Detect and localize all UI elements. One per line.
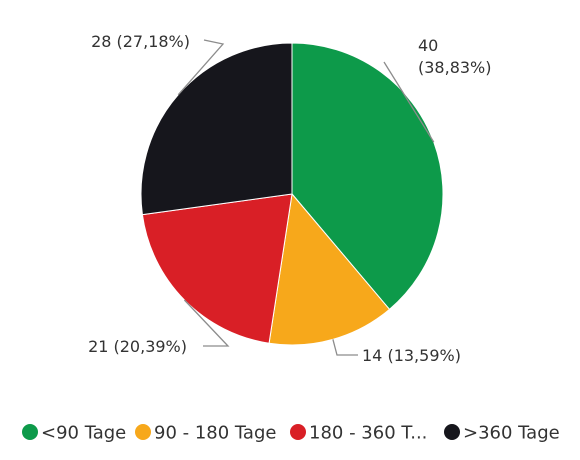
connector-180-360-tage [183, 299, 230, 347]
legend[interactable]: <90 Tage 90 - 180 Tage 180 - 360 T... >360 … [22, 423, 560, 444]
legend-label-90-tage: <90 Tage [41, 423, 126, 444]
pie-slice-360-tage[interactable] [140, 42, 293, 216]
pie-slice-90-tage[interactable] [291, 42, 444, 311]
legend-marker-90-tage [22, 424, 38, 440]
data-label-360-tage: 28 (27,18%) [91, 32, 190, 51]
legend-item-90-180-tage[interactable]: 90 - 180 Tage [135, 423, 276, 444]
legend-label-180-360-tage: 180 - 360 T... [309, 423, 427, 444]
legend-item-180-360-tage[interactable]: 180 - 360 T... [290, 423, 427, 444]
legend-item-360-tage[interactable]: >360 Tage [444, 423, 560, 444]
connector-360-tage [177, 39, 225, 96]
pie-slice-90-180-tage[interactable] [268, 192, 391, 346]
data-label-90-tage: (38,83%) [418, 58, 492, 77]
legend-marker-90-180-tage [135, 424, 151, 440]
legend-marker-360-tage [444, 424, 460, 440]
label-connectors [177, 39, 435, 356]
connector-90-tage [383, 61, 435, 143]
legend-marker-180-360-tage [290, 424, 306, 440]
connector-90-180-tage [332, 339, 358, 356]
data-label-90-tage: 40 [418, 36, 438, 55]
legend-label-90-180-tage: 90 - 180 Tage [154, 423, 276, 444]
legend-item-90-tage[interactable]: <90 Tage [22, 423, 126, 444]
data-labels: 40 (38,83%) 14 (13,59%) 21 (20,39%) 28 (27,1… [88, 32, 491, 365]
legend-label-360-tage: >360 Tage [463, 423, 560, 444]
pie-slices [140, 42, 444, 346]
pie-slice-180-360-tage[interactable] [141, 193, 293, 344]
data-label-180-360-tage: 21 (20,39%) [88, 337, 187, 356]
data-label-90-180-tage: 14 (13,59%) [362, 346, 461, 365]
